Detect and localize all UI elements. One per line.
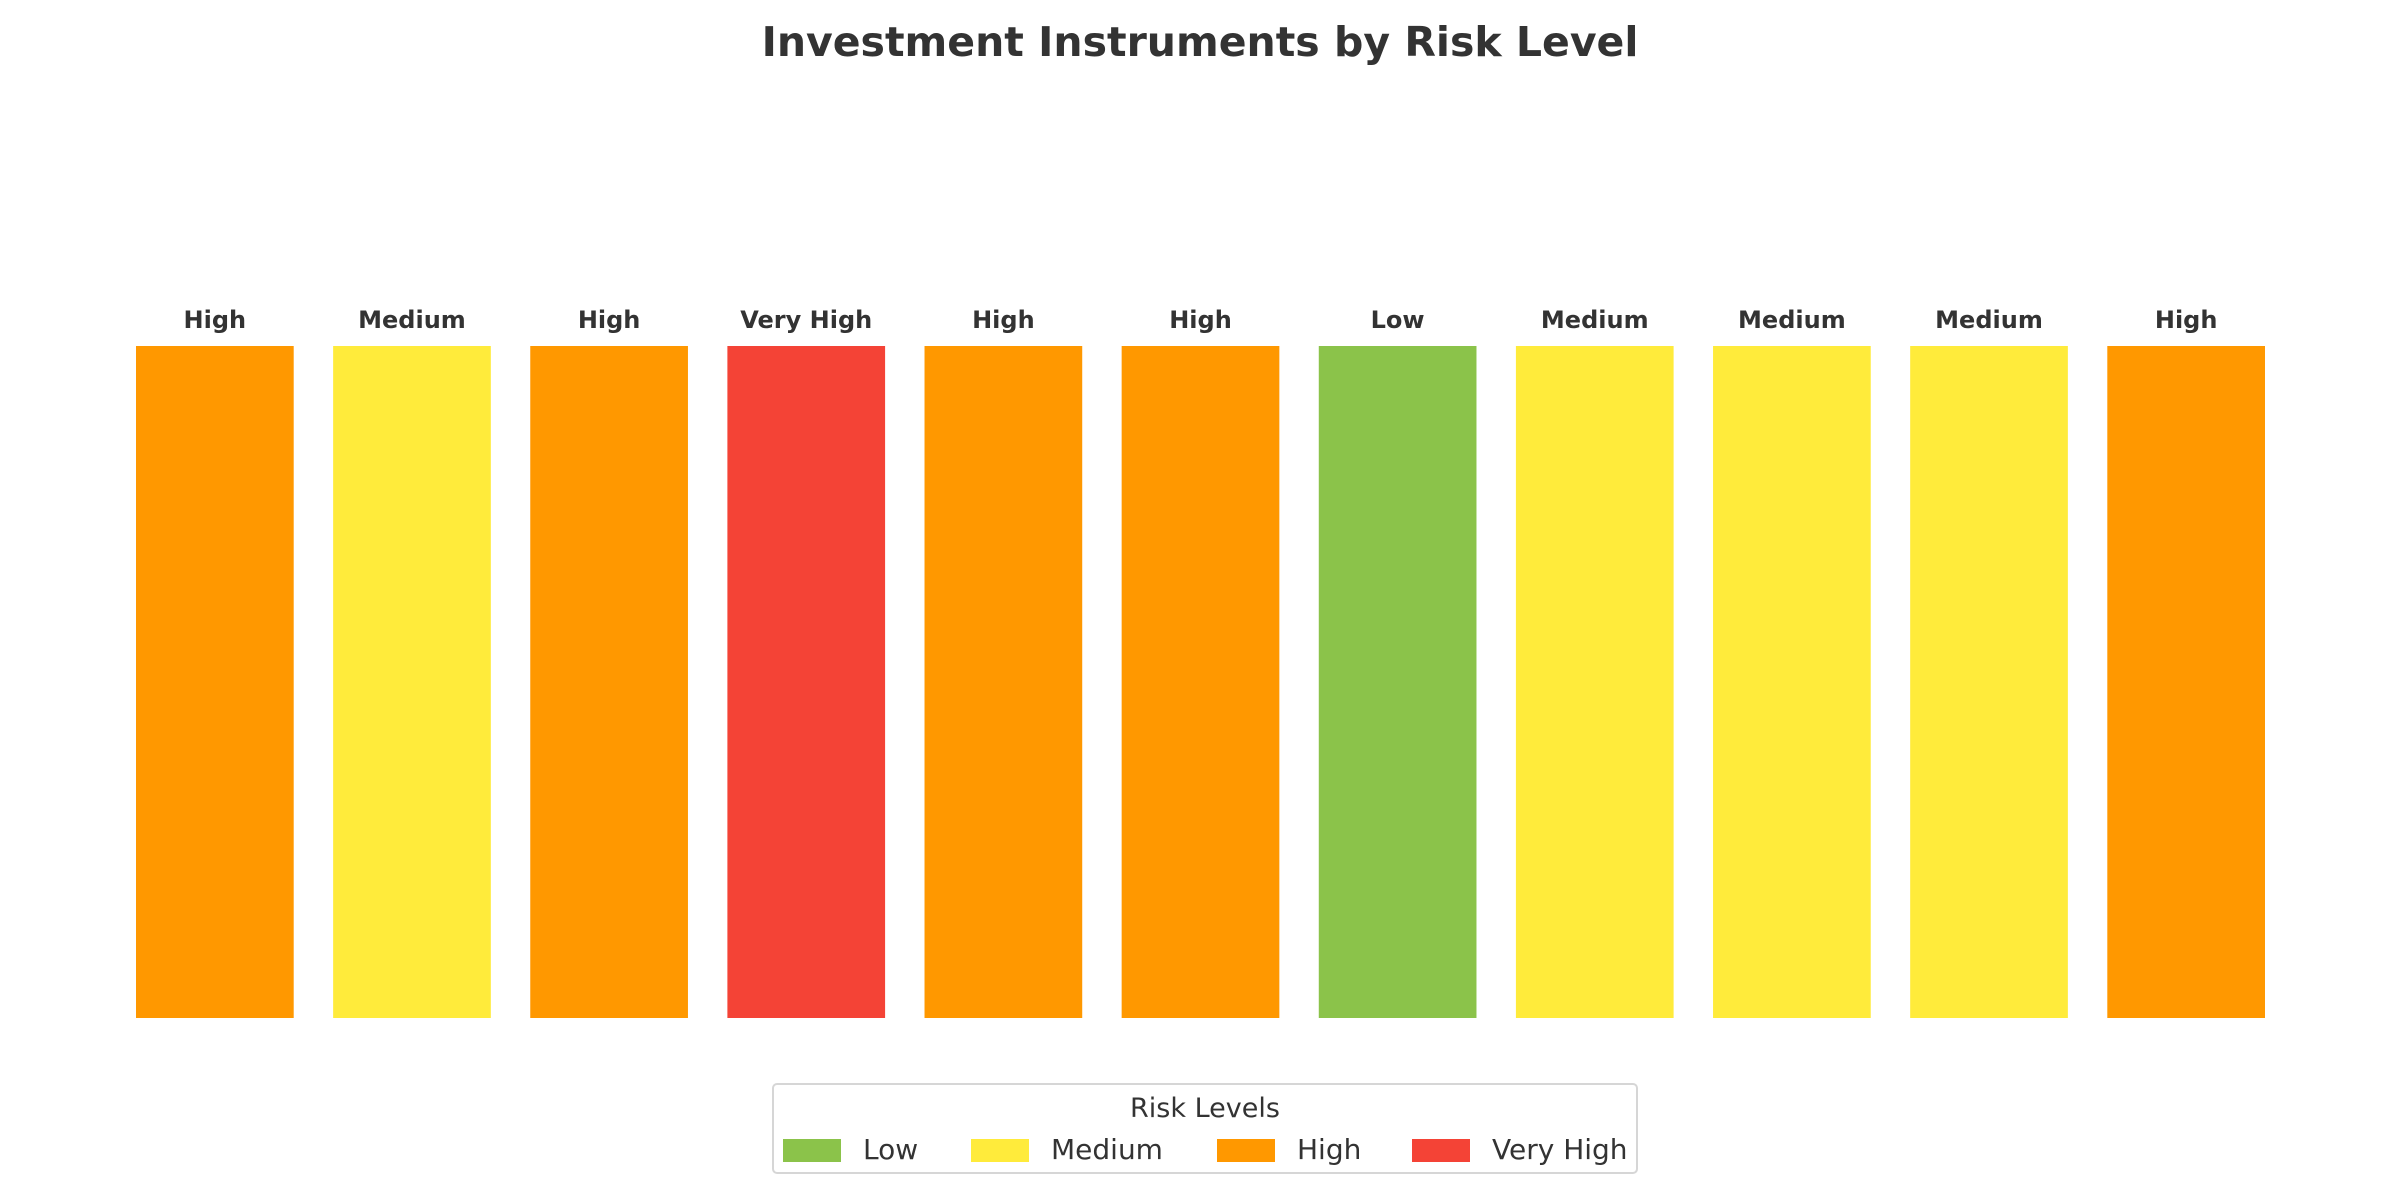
bar-label-11: High [2155, 306, 2218, 334]
bar-10 [1910, 346, 2068, 1018]
bar-6 [1121, 346, 1280, 1018]
bar-label-10: Medium [1935, 306, 2043, 334]
bar-label-5: High [972, 306, 1035, 334]
bar-2 [333, 346, 491, 1018]
bar-3 [530, 346, 688, 1018]
legend-swatch-low [783, 1139, 841, 1162]
bar-1 [136, 346, 294, 1018]
bar-label-3: High [578, 306, 641, 334]
bar-label-4: Very High [740, 306, 872, 334]
bar-label-1: High [184, 306, 247, 334]
bar-label-8: Medium [1541, 306, 1649, 334]
bar-11 [2107, 346, 2265, 1018]
bar-label-2: Medium [358, 306, 466, 334]
bar-4 [727, 346, 886, 1018]
legend-label-very-high: Very High [1492, 1133, 1628, 1166]
bar-label-7: Low [1371, 306, 1425, 334]
bar-7 [1318, 346, 1477, 1018]
bar-5 [924, 346, 1083, 1018]
legend-title: Risk Levels [1130, 1093, 1280, 1124]
legend-swatch-medium [971, 1139, 1029, 1162]
legend-label-low: Low [863, 1133, 919, 1166]
bar-label-6: High [1169, 306, 1232, 334]
chart-title: Investment Instruments by Risk Level [761, 18, 1639, 66]
legend-label-high: High [1297, 1133, 1362, 1166]
legend-label-medium: Medium [1051, 1133, 1163, 1166]
legend: Risk Levels Low Medium High Very High [772, 1083, 1638, 1174]
bar-8 [1515, 346, 1674, 1018]
legend-swatch-very-high [1412, 1139, 1470, 1162]
legend-swatch-high [1217, 1139, 1275, 1162]
bar-9 [1713, 346, 1871, 1018]
bar-label-9: Medium [1738, 306, 1846, 334]
